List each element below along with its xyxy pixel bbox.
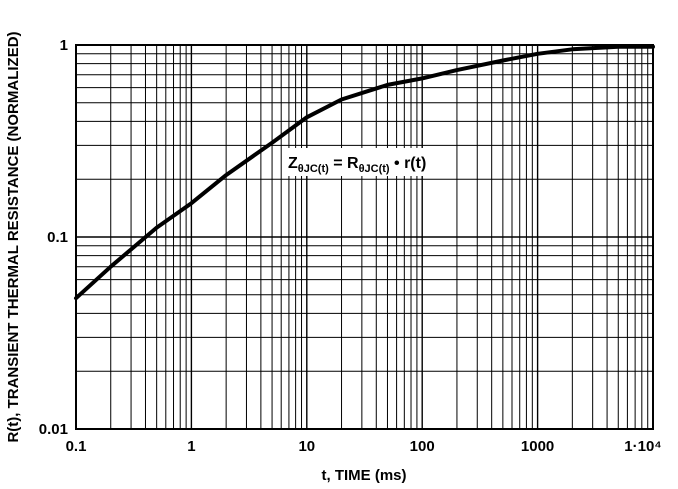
y-tick-label: 0.1 [47,229,68,246]
grid-lines [76,45,653,429]
annotation-equation: ZθJC(t) = RθJC(t) • r(t) [288,155,426,175]
x-axis-label: t, TIME (ms) [322,467,407,484]
x-tick-label: 0.1 [66,438,87,455]
y-tick-label: 0.01 [39,421,68,438]
x-tick-label: 1·10⁴ [624,438,661,455]
x-tick-label: 10 [298,438,315,455]
annotation-background [284,148,453,176]
x-tick-labels: 0.1 1 10 100 1000 1·10⁴ [66,438,662,455]
y-axis-label: R(t), TRANSIENT THERMAL RESISTANCE (NORM… [5,31,22,442]
x-tick-label: 1 [187,438,195,455]
y-tick-label: 1 [60,37,68,54]
x-tick-label: 1000 [521,438,554,455]
y-tick-labels: 0.01 0.1 1 [39,37,68,438]
series-line-thermal-response [74,44,655,301]
plot-frame [75,44,654,430]
x-tick-label: 100 [410,438,435,455]
